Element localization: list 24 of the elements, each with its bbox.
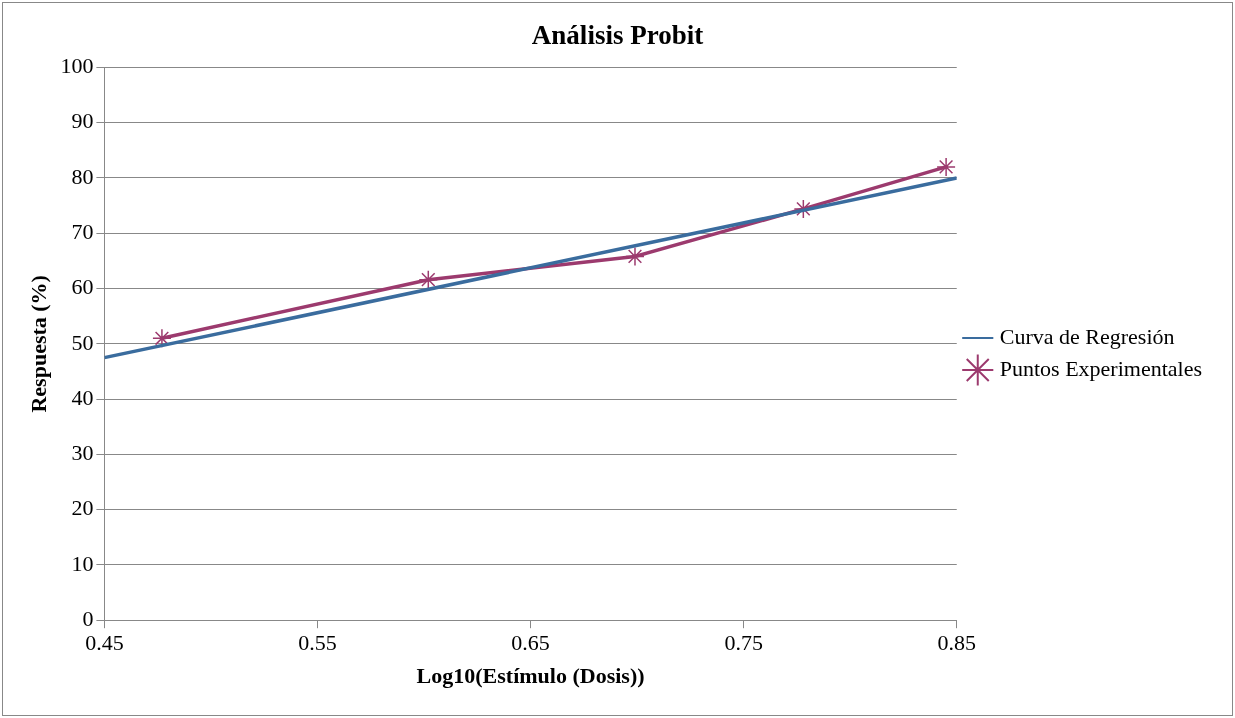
y-tick-label: 10 <box>71 550 94 576</box>
point <box>418 269 439 290</box>
x-axis-title: Log10(Estímulo (Dosis)) <box>416 663 645 689</box>
y-tick-label: 80 <box>71 163 94 189</box>
x-tick-label: 0.55 <box>298 630 337 656</box>
point <box>936 157 956 177</box>
y-tick-label: 90 <box>71 108 94 134</box>
x-tick-label: 0.85 <box>937 630 977 656</box>
y-tick-label: 30 <box>71 440 94 466</box>
x-tick-label: 0.75 <box>724 630 763 656</box>
y-axis-title: Respuesta (%) <box>25 275 51 413</box>
y-tick-label: 100 <box>60 53 94 79</box>
y-tick-label: 0 <box>82 605 94 631</box>
y-tick-label: 50 <box>71 329 94 355</box>
y-tick-label: 20 <box>71 495 94 521</box>
chart-title: Análisis Probit <box>531 20 704 51</box>
legend-label: Puntos Experimentales <box>999 355 1203 381</box>
y-tick-label: 70 <box>71 219 94 245</box>
y-tick-label: 40 <box>71 384 94 410</box>
legend-label: Curva de Regresión <box>999 323 1175 349</box>
x-tick-label: 0.65 <box>511 630 550 656</box>
y-tick-label: 60 <box>71 274 94 300</box>
x-tick-label: 0.45 <box>85 630 124 656</box>
point <box>625 246 645 267</box>
